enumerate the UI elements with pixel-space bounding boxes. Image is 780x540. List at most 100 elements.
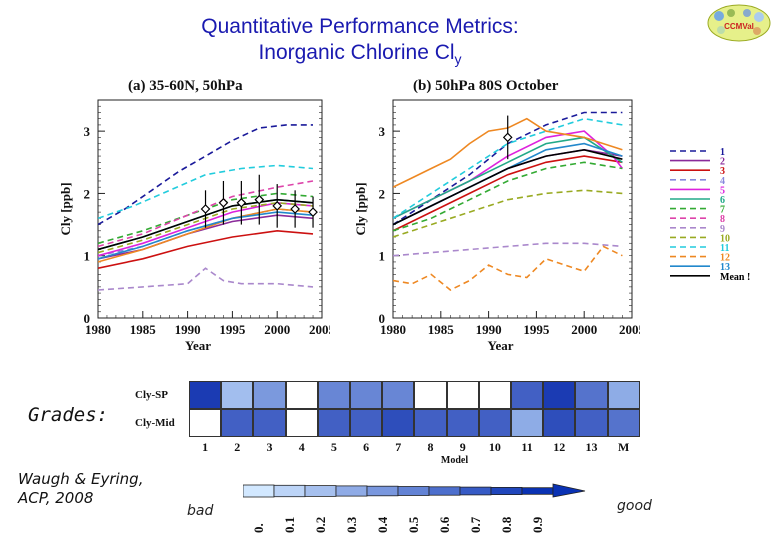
series-line-7	[393, 161, 623, 232]
x-tick-label: 1995	[523, 322, 550, 337]
x-tick-label: 1990	[476, 322, 502, 337]
colorbar-segment	[397, 486, 430, 496]
series-line-Mean	[393, 148, 623, 226]
grade-cell	[575, 381, 608, 409]
y-tick-label: 0	[379, 311, 386, 326]
title-text: Inorganic Chlorine Cl	[258, 41, 455, 64]
legend-label: 13	[720, 262, 730, 273]
grade-model-label: 11	[521, 440, 533, 454]
y-tick-label: 1	[84, 249, 91, 264]
series-line-3	[98, 229, 314, 269]
legend-label: 2	[720, 157, 725, 168]
grade-model-label: 5	[330, 440, 337, 454]
colorbar-segment	[459, 486, 492, 496]
grade-model-label: 9	[459, 440, 466, 454]
obs-point	[502, 132, 513, 143]
grade-model-label: 4	[298, 440, 305, 454]
colorbar-arrow	[552, 483, 586, 498]
legend-label: 8	[720, 214, 725, 225]
colorbar-tick-label: 0.7	[468, 516, 483, 533]
series-line-9	[98, 267, 314, 291]
grade-row-label: Cly-Mid	[135, 417, 175, 429]
colorbar-tick-label: 0.4	[375, 516, 390, 533]
good-label: good	[617, 498, 652, 514]
grade-cell	[350, 381, 383, 409]
colorbar-segment	[521, 487, 554, 495]
grades-label: Grades:	[28, 404, 109, 426]
legend-label: 7	[720, 205, 725, 216]
colorbar-tick-label: 0.6	[437, 516, 452, 533]
grade-row-label: Cly-SP	[135, 389, 168, 401]
obs-point	[308, 207, 318, 217]
grade-cell	[414, 381, 447, 409]
colorbar-tick-label: 0.5	[406, 516, 421, 533]
x-tick-label: 1985	[428, 322, 455, 337]
x-tick-label: 2000	[264, 322, 290, 337]
plot-frame	[392, 99, 633, 319]
grade-model-label: 2	[234, 440, 241, 454]
grade-cell	[253, 381, 286, 409]
obs-point	[236, 197, 247, 208]
ccmval-logo-icon: CCMVal	[707, 4, 771, 42]
y-tick-label: 2	[84, 186, 91, 201]
grade-model-label: 1	[202, 440, 209, 454]
grade-cell	[285, 409, 318, 437]
series-line-9	[393, 242, 623, 257]
series-line-11	[393, 117, 623, 219]
colorbar-tick-label: 0.1	[282, 516, 297, 533]
grade-cell	[285, 381, 318, 409]
grade-cell	[221, 381, 254, 409]
panel-b-chart: 0 1 2 3 1980 1985 1990 1995 2000 2005 Year Cly [ppb…	[355, 99, 640, 353]
colorbar-segment	[304, 485, 337, 497]
grade-cell	[382, 381, 415, 409]
plot-frame	[97, 99, 323, 319]
y-tick-label: 3	[84, 124, 91, 139]
grade-cell	[607, 381, 640, 409]
grade-cell	[414, 409, 447, 437]
y-tick-label: 3	[379, 124, 386, 139]
grade-model-label: 8	[427, 440, 434, 454]
obs-point	[218, 197, 229, 208]
x-tick-label: 2000	[571, 322, 597, 337]
grade-cell	[189, 409, 222, 437]
grade-model-label: 7	[395, 440, 402, 454]
grade-model-label: 13	[585, 440, 598, 454]
y-tick-label: 0	[84, 311, 91, 326]
grade-model-label: 3	[266, 440, 273, 454]
x-tick-label: 1980	[85, 322, 111, 337]
grade-cell	[382, 409, 415, 437]
x-tick-label: 1985	[130, 322, 157, 337]
legend-label: 12	[720, 253, 730, 264]
legend-label: 9	[720, 224, 725, 235]
series-line-12b	[393, 245, 623, 291]
grade-cell	[317, 381, 350, 409]
legend-label: 11	[720, 243, 729, 254]
colorbar	[243, 483, 586, 498]
series-line-7	[98, 192, 314, 245]
colorbar-segment	[428, 486, 461, 496]
grade-cell	[543, 381, 576, 409]
bad-label: bad	[187, 503, 214, 519]
grade-x-label: Model	[440, 455, 469, 466]
title-subscript: y	[454, 51, 462, 68]
legend-label: 1	[720, 147, 725, 158]
colorbar-segment	[273, 484, 306, 498]
obs-point	[272, 201, 283, 211]
series-line-8	[98, 180, 314, 248]
y-tick-label: 1	[379, 249, 386, 264]
legend-label: Mean !	[720, 272, 750, 283]
colorbar-tick-label: 0.9	[530, 516, 545, 533]
slide-title-line1: Quantitative Performance Metrics:	[201, 15, 519, 38]
panel-b-title: (b) 50hPa 80S October	[413, 78, 559, 94]
series-line-10	[393, 189, 623, 238]
citation: Waugh & Eyring, ACP, 2008	[18, 470, 144, 507]
colorbar-tick-label: 0.8	[499, 516, 514, 533]
grade-cell	[253, 409, 286, 437]
x-axis-label: Year	[488, 338, 514, 353]
logo-text: CCMVal	[724, 22, 754, 31]
colorbar-segment	[335, 485, 368, 497]
grade-model-label: 12	[553, 440, 566, 454]
legend-label: 6	[720, 195, 725, 206]
grade-cell	[543, 409, 576, 437]
grade-cell	[607, 409, 640, 437]
